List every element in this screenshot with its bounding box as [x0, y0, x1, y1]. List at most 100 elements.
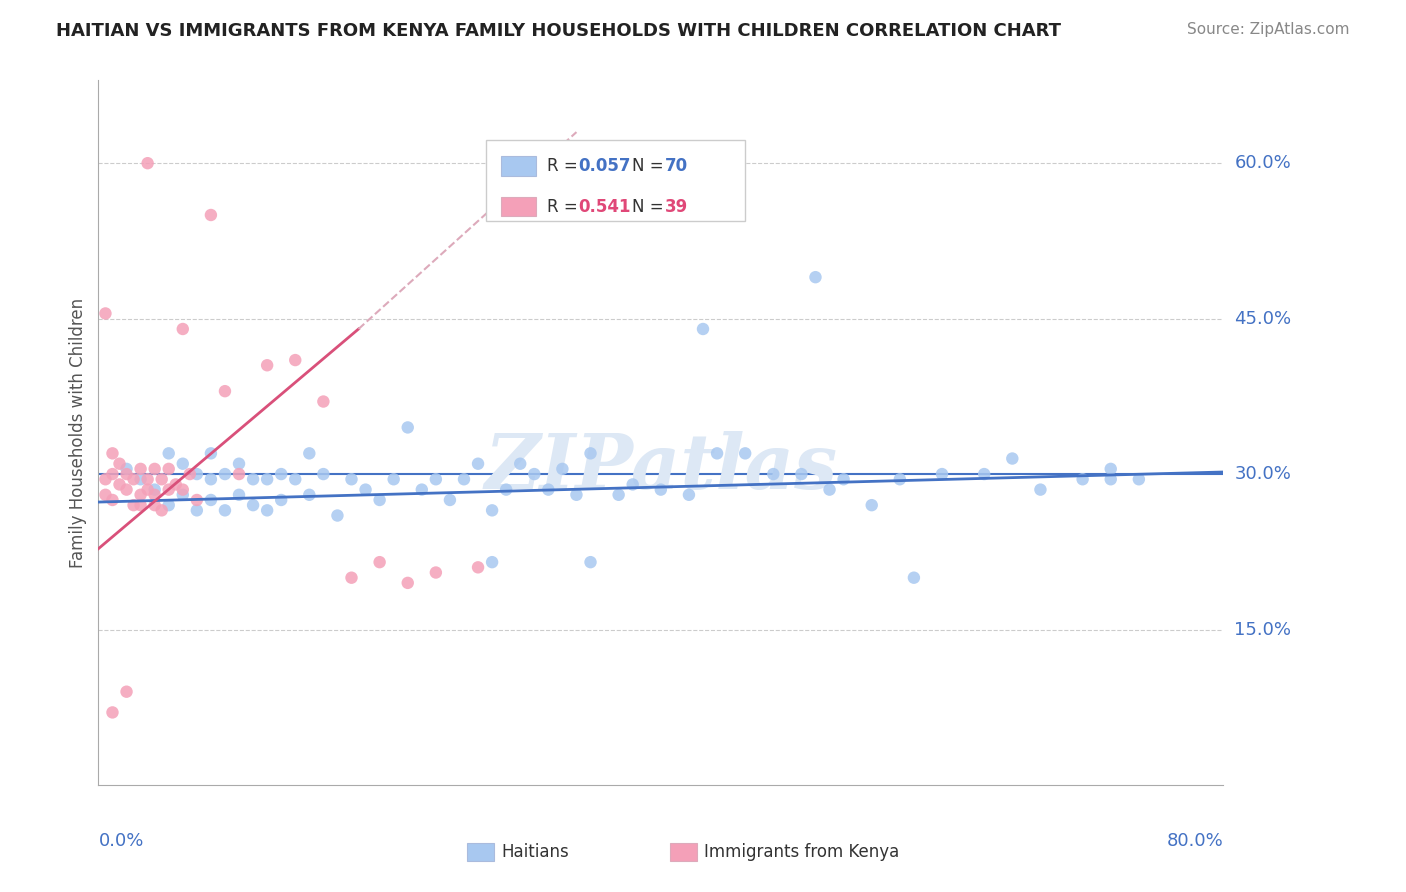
Point [94, 472, 117, 486]
Point [200, 493, 222, 508]
Point [256, 503, 278, 517]
Point [312, 394, 335, 409]
Point [256, 358, 278, 372]
Point [136, 472, 159, 486]
Point [122, 498, 145, 512]
Text: 80.0%: 80.0% [1167, 831, 1223, 849]
Point [256, 472, 278, 486]
Point [481, 555, 503, 569]
Point [354, 483, 377, 497]
Point [509, 457, 531, 471]
Point [298, 446, 321, 460]
Text: Immigrants from Kenya: Immigrants from Kenya [703, 843, 898, 861]
Point [579, 555, 602, 569]
FancyBboxPatch shape [467, 843, 494, 861]
Point [136, 483, 159, 497]
Point [94, 306, 117, 320]
Point [108, 477, 131, 491]
Point [495, 483, 517, 497]
Point [284, 472, 307, 486]
Point [425, 472, 447, 486]
Point [1128, 472, 1150, 486]
Point [368, 555, 391, 569]
Point [214, 467, 236, 481]
Point [200, 208, 222, 222]
Point [172, 457, 194, 471]
Text: 70: 70 [665, 157, 689, 175]
Point [228, 488, 250, 502]
Text: Haitians: Haitians [501, 843, 569, 861]
Point [1071, 472, 1094, 486]
Point [832, 472, 855, 486]
Point [804, 270, 827, 285]
Point [172, 483, 194, 497]
Point [165, 477, 187, 491]
Point [115, 684, 138, 698]
Point [129, 472, 152, 486]
Text: 0.541: 0.541 [579, 198, 631, 216]
Point [481, 503, 503, 517]
Point [150, 503, 173, 517]
Point [1099, 462, 1122, 476]
FancyBboxPatch shape [486, 140, 745, 221]
Point [115, 483, 138, 497]
Point [411, 483, 433, 497]
Point [818, 483, 841, 497]
Point [157, 462, 180, 476]
Point [453, 472, 475, 486]
Point [1001, 451, 1024, 466]
Point [537, 483, 560, 497]
Point [340, 472, 363, 486]
Point [396, 420, 419, 434]
Point [129, 462, 152, 476]
Point [298, 488, 321, 502]
Point [228, 467, 250, 481]
Point [122, 472, 145, 486]
Point [129, 498, 152, 512]
Point [143, 462, 166, 476]
Point [382, 472, 405, 486]
Point [973, 467, 995, 481]
Text: N =: N = [631, 157, 668, 175]
Point [607, 488, 630, 502]
Text: R =: R = [547, 157, 583, 175]
Point [101, 467, 124, 481]
Point [136, 156, 159, 170]
Text: Source: ZipAtlas.com: Source: ZipAtlas.com [1187, 22, 1350, 37]
Point [115, 462, 138, 476]
Point [1029, 483, 1052, 497]
Point [467, 457, 489, 471]
Point [467, 560, 489, 574]
Point [200, 472, 222, 486]
Point [101, 493, 124, 508]
Point [439, 493, 461, 508]
Point [108, 457, 131, 471]
Point [931, 467, 953, 481]
Point [214, 384, 236, 399]
Point [621, 477, 644, 491]
Point [101, 446, 124, 460]
Text: N =: N = [631, 198, 668, 216]
Text: 0.0%: 0.0% [98, 831, 143, 849]
Point [903, 571, 925, 585]
Point [242, 472, 264, 486]
Text: 45.0%: 45.0% [1234, 310, 1292, 327]
Text: 15.0%: 15.0% [1234, 621, 1292, 639]
Point [129, 488, 152, 502]
Point [340, 571, 363, 585]
Text: 39: 39 [665, 198, 689, 216]
Point [172, 322, 194, 336]
Point [186, 503, 208, 517]
Text: ZIPatlas: ZIPatlas [484, 431, 838, 505]
Point [157, 498, 180, 512]
Point [214, 503, 236, 517]
Point [1099, 472, 1122, 486]
Point [179, 467, 201, 481]
Point [143, 483, 166, 497]
Text: 30.0%: 30.0% [1234, 465, 1291, 483]
Point [186, 493, 208, 508]
Point [143, 498, 166, 512]
Point [523, 467, 546, 481]
Point [312, 467, 335, 481]
Point [565, 488, 588, 502]
